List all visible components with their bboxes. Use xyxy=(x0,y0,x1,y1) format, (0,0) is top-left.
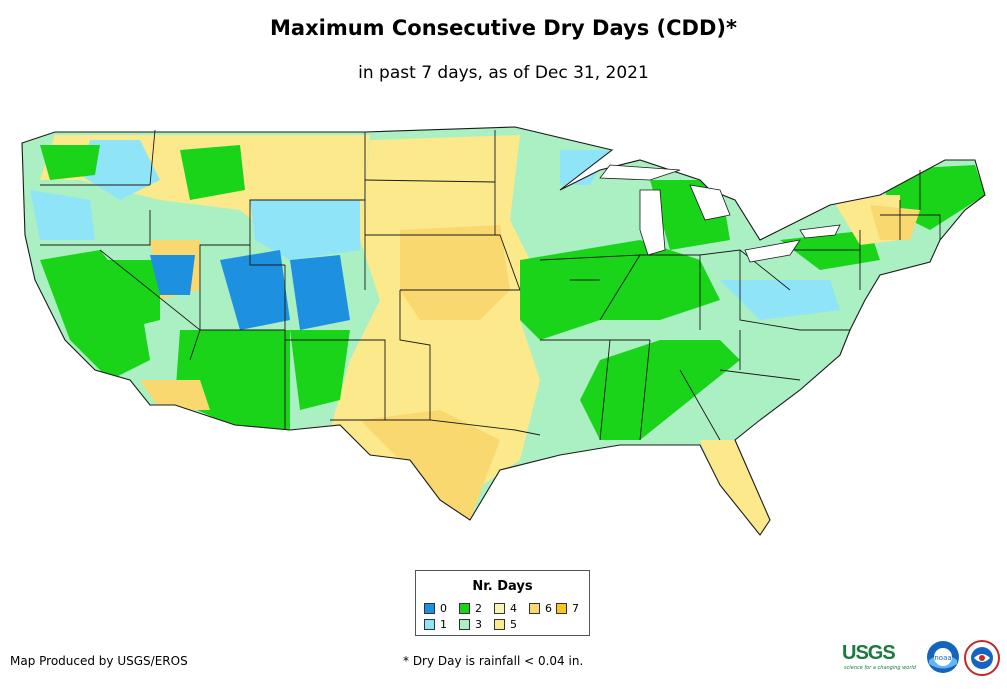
legend-label: 1 xyxy=(440,618,447,631)
usgs-logo: USGS xyxy=(842,642,896,664)
state-borders xyxy=(21,126,986,536)
legend-item-7: 7 xyxy=(556,602,579,615)
legend-item-6: 6 xyxy=(529,602,552,615)
legend-title: Nr. Days xyxy=(472,579,533,594)
legend-swatch xyxy=(494,619,505,630)
legend-item-1: 1 xyxy=(424,618,447,631)
legend-swatch xyxy=(529,603,540,614)
legend-label: 7 xyxy=(572,602,579,615)
legend-item-5: 5 xyxy=(494,618,517,631)
legend-swatch xyxy=(424,619,435,630)
agency-logos: USGS science for a changing world noaa xyxy=(842,638,1002,678)
map-legend: Nr. Days 0 1 2 3 4 5 6 7 xyxy=(415,570,590,636)
usgs-tagline: science for a changing world xyxy=(844,665,916,671)
noaa-logo-text: noaa xyxy=(934,654,951,662)
credit-text: Map Produced by USGS/EROS xyxy=(10,654,188,668)
legend-label: 0 xyxy=(440,602,447,615)
nws-logo xyxy=(964,640,1000,676)
legend-swatch xyxy=(459,603,470,614)
legend-item-3: 3 xyxy=(459,618,482,631)
legend-label: 5 xyxy=(510,618,517,631)
legend-item-4: 4 xyxy=(494,602,517,615)
legend-label: 6 xyxy=(545,602,552,615)
footnote-text: * Dry Day is rainfall < 0.04 in. xyxy=(403,654,584,668)
legend-label: 2 xyxy=(475,602,482,615)
legend-item-2: 2 xyxy=(459,602,482,615)
map-subtitle: in past 7 days, as of Dec 31, 2021 xyxy=(358,63,649,83)
great-lakes xyxy=(599,164,841,263)
noaa-logo: noaa xyxy=(927,641,959,673)
legend-label: 4 xyxy=(510,602,517,615)
legend-item-0: 0 xyxy=(424,602,447,615)
legend-label: 3 xyxy=(475,618,482,631)
legend-swatch xyxy=(424,603,435,614)
legend-swatch xyxy=(494,603,505,614)
legend-swatch xyxy=(556,603,567,614)
map-title: Maximum Consecutive Dry Days (CDD)* xyxy=(270,16,737,40)
legend-swatch xyxy=(459,619,470,630)
